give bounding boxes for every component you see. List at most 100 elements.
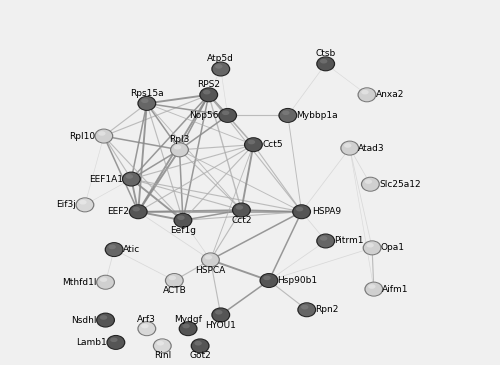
Ellipse shape <box>98 131 106 136</box>
Ellipse shape <box>166 274 182 287</box>
Ellipse shape <box>108 336 124 349</box>
Ellipse shape <box>215 310 222 315</box>
Ellipse shape <box>236 205 243 210</box>
Ellipse shape <box>104 242 124 257</box>
Ellipse shape <box>170 142 189 157</box>
Ellipse shape <box>202 253 218 266</box>
Ellipse shape <box>292 204 311 219</box>
Ellipse shape <box>218 108 237 123</box>
Text: Rpl3: Rpl3 <box>170 135 190 144</box>
Text: Mydgf: Mydgf <box>174 315 202 323</box>
Ellipse shape <box>182 324 190 328</box>
Ellipse shape <box>141 99 148 103</box>
Ellipse shape <box>222 111 230 115</box>
Ellipse shape <box>171 143 188 156</box>
Ellipse shape <box>199 87 218 102</box>
Text: Nsdhl: Nsdhl <box>72 316 97 324</box>
Ellipse shape <box>100 315 108 320</box>
Ellipse shape <box>174 213 193 228</box>
Ellipse shape <box>320 236 328 241</box>
Ellipse shape <box>122 172 141 187</box>
Text: Rps15a: Rps15a <box>130 89 164 97</box>
Text: Hsp90b1: Hsp90b1 <box>278 276 318 285</box>
Ellipse shape <box>358 88 375 101</box>
Ellipse shape <box>245 138 262 151</box>
Ellipse shape <box>260 274 277 287</box>
Ellipse shape <box>318 57 334 70</box>
Ellipse shape <box>138 322 155 335</box>
Ellipse shape <box>212 62 229 76</box>
Ellipse shape <box>201 252 220 268</box>
Ellipse shape <box>168 276 176 280</box>
Text: Cct2: Cct2 <box>231 216 252 225</box>
Ellipse shape <box>177 215 184 220</box>
Text: Mthfd1l: Mthfd1l <box>62 278 97 287</box>
Text: Rinl: Rinl <box>154 351 171 360</box>
Ellipse shape <box>294 205 310 218</box>
Ellipse shape <box>138 97 155 110</box>
Text: Eef1g: Eef1g <box>170 226 196 235</box>
Ellipse shape <box>364 241 380 254</box>
Ellipse shape <box>320 59 328 64</box>
Ellipse shape <box>174 214 191 227</box>
Text: Rpn2: Rpn2 <box>316 305 338 314</box>
Ellipse shape <box>194 341 202 346</box>
Ellipse shape <box>156 341 164 346</box>
Text: HSPCA: HSPCA <box>196 266 226 275</box>
Ellipse shape <box>130 205 146 218</box>
Text: HSPA9: HSPA9 <box>312 207 341 216</box>
Ellipse shape <box>96 130 112 143</box>
Ellipse shape <box>361 177 380 192</box>
Ellipse shape <box>110 338 118 342</box>
Ellipse shape <box>220 109 236 122</box>
Text: ACTB: ACTB <box>162 286 186 295</box>
Ellipse shape <box>342 142 358 155</box>
Ellipse shape <box>232 203 251 218</box>
Ellipse shape <box>364 179 372 184</box>
Text: Atad3: Atad3 <box>358 143 385 153</box>
Ellipse shape <box>76 197 94 212</box>
Ellipse shape <box>366 283 382 296</box>
Ellipse shape <box>361 90 368 95</box>
Ellipse shape <box>180 322 196 335</box>
Ellipse shape <box>233 203 250 216</box>
Ellipse shape <box>76 198 93 211</box>
Text: Cct5: Cct5 <box>262 140 282 149</box>
Ellipse shape <box>212 61 231 77</box>
Ellipse shape <box>318 234 334 247</box>
Text: Aifm1: Aifm1 <box>382 285 409 293</box>
Text: Got2: Got2 <box>190 351 211 360</box>
Ellipse shape <box>165 273 184 288</box>
Ellipse shape <box>368 284 376 289</box>
Text: RPS2: RPS2 <box>197 80 220 89</box>
Text: EEF2: EEF2 <box>108 207 130 216</box>
Ellipse shape <box>108 245 116 249</box>
Ellipse shape <box>126 174 133 179</box>
Ellipse shape <box>141 324 148 328</box>
Ellipse shape <box>96 275 115 290</box>
Ellipse shape <box>205 255 212 260</box>
Ellipse shape <box>362 178 378 191</box>
Ellipse shape <box>79 200 86 204</box>
Ellipse shape <box>178 321 198 336</box>
Ellipse shape <box>94 128 114 143</box>
Text: Anxa2: Anxa2 <box>376 90 404 99</box>
Text: Rpl10: Rpl10 <box>69 131 95 141</box>
Ellipse shape <box>212 308 229 322</box>
Ellipse shape <box>203 90 210 95</box>
Text: Slc25a12: Slc25a12 <box>379 180 420 189</box>
Ellipse shape <box>138 321 156 336</box>
Text: HYOU1: HYOU1 <box>206 321 236 330</box>
Ellipse shape <box>244 137 263 152</box>
Ellipse shape <box>128 204 148 219</box>
Ellipse shape <box>364 282 384 297</box>
Ellipse shape <box>154 339 170 353</box>
Text: Mybbp1a: Mybbp1a <box>296 111 338 120</box>
Text: Arf3: Arf3 <box>138 315 156 323</box>
Ellipse shape <box>100 277 108 282</box>
Text: EEF1A1: EEF1A1 <box>88 174 122 184</box>
Ellipse shape <box>132 207 140 211</box>
Ellipse shape <box>298 302 316 317</box>
Ellipse shape <box>263 276 270 280</box>
Ellipse shape <box>280 109 296 122</box>
